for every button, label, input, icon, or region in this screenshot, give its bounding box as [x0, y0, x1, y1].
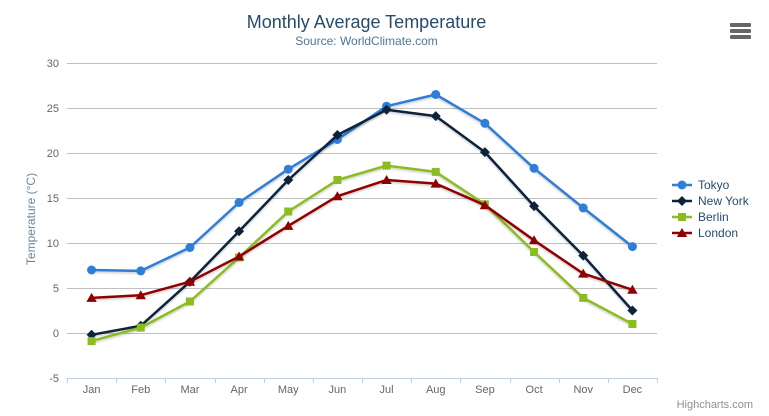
triangle-marker[interactable]	[332, 191, 343, 201]
triangle-marker[interactable]	[283, 220, 294, 230]
x-axis-label: Jan	[83, 384, 101, 396]
square-marker[interactable]	[431, 167, 440, 176]
x-axis	[66, 378, 658, 383]
diamond-marker[interactable]	[627, 305, 638, 316]
circle-marker[interactable]	[480, 118, 490, 128]
x-axis-label: Jul	[380, 384, 394, 396]
legend-label: New York	[698, 194, 749, 208]
series-new-york[interactable]	[86, 104, 638, 340]
diamond-marker	[677, 196, 687, 206]
triangle-marker[interactable]	[528, 235, 540, 245]
x-axis-label: Aug	[426, 384, 446, 396]
legend-label: Berlin	[698, 210, 729, 224]
triangle-marker[interactable]	[381, 175, 392, 184]
legend-label: London	[698, 226, 739, 240]
diamond-marker[interactable]	[578, 250, 589, 261]
diamond-marker[interactable]	[381, 104, 392, 115]
square-marker	[678, 213, 686, 221]
y-axis-label: -5	[49, 373, 59, 385]
legend-item-berlin[interactable]: Berlin	[671, 209, 749, 225]
circle-marker[interactable]	[136, 266, 146, 276]
circle-marker[interactable]	[185, 243, 195, 252]
square-marker[interactable]	[382, 161, 391, 170]
square-marker[interactable]	[530, 248, 539, 256]
series-london[interactable]	[86, 175, 638, 302]
diamond-marker[interactable]	[430, 111, 441, 122]
circle-marker[interactable]	[529, 163, 539, 173]
y-axis-label: 30	[47, 58, 59, 70]
triangle-marker[interactable]	[135, 290, 146, 300]
y-axis-label: 5	[53, 283, 59, 295]
x-axis-label: Apr	[231, 384, 248, 396]
hamburger-menu-icon[interactable]	[728, 21, 753, 41]
chart-subtitle: Source: WorldClimate.com	[295, 34, 438, 48]
y-axis-label: 20	[47, 148, 59, 160]
chart-title: Monthly Average Temperature	[246, 12, 487, 32]
x-axis-label: Dec	[623, 384, 643, 396]
y-axis-label: 15	[47, 193, 59, 205]
y-axis-label: 25	[47, 103, 59, 115]
diamond-marker[interactable]	[283, 175, 294, 185]
x-axis-labels: Jan Feb Mar Apr May Jun Jul Aug Sep Oct Nov Dec	[83, 384, 643, 396]
circle-marker[interactable]	[578, 203, 588, 213]
x-axis-label: Sep	[475, 384, 495, 396]
circle-marker[interactable]	[627, 242, 637, 252]
diamond-marker[interactable]	[529, 201, 540, 212]
hamburger-bar	[730, 35, 751, 39]
square-marker[interactable]	[136, 323, 145, 332]
series-tokyo[interactable]	[87, 90, 637, 276]
circle-marker[interactable]	[283, 164, 293, 174]
hamburger-bar	[730, 23, 751, 27]
triangle-marker[interactable]	[578, 268, 589, 278]
diamond-marker[interactable]	[332, 130, 343, 140]
diamond-marker[interactable]	[479, 147, 490, 158]
square-marker[interactable]	[87, 337, 96, 346]
x-axis-label: Nov	[573, 384, 593, 396]
y-axis-label: 10	[47, 238, 59, 250]
triangle-marker[interactable]	[86, 292, 97, 302]
legend-item-tokyo[interactable]: Tokyo	[671, 177, 749, 193]
gridlines	[67, 63, 657, 379]
triangle-marker[interactable]	[430, 178, 441, 188]
y-axis-labels: -5 0 5 10 15 20 25 30	[47, 58, 59, 385]
legend-label: Tokyo	[698, 178, 730, 192]
triangle-marker[interactable]	[233, 251, 245, 261]
triangle-marker[interactable]	[627, 284, 638, 294]
legend-marker-triangle	[672, 228, 692, 237]
legend-item-new-york[interactable]: New York	[671, 193, 749, 209]
circle-marker[interactable]	[234, 198, 244, 207]
triangle-marker[interactable]	[184, 276, 196, 286]
square-marker[interactable]	[628, 320, 637, 328]
legend-marker-diamond	[672, 196, 692, 206]
square-marker[interactable]	[333, 176, 342, 184]
x-axis-label: Feb	[131, 384, 150, 396]
x-axis-label: Mar	[180, 384, 199, 396]
square-marker[interactable]	[185, 297, 194, 306]
triangle-marker[interactable]	[479, 200, 491, 210]
triangle-marker	[676, 228, 688, 237]
legend: Tokyo New York Berlin London	[671, 177, 749, 241]
hamburger-bar	[730, 29, 751, 33]
legend-marker-circle	[672, 180, 692, 190]
diamond-marker[interactable]	[234, 226, 245, 237]
y-axis-label: 0	[53, 328, 59, 340]
credits-link[interactable]: Highcharts.com	[676, 399, 753, 411]
square-marker[interactable]	[284, 207, 293, 216]
legend-marker-square	[672, 213, 692, 221]
circle-marker	[677, 180, 687, 190]
x-axis-label: Oct	[526, 384, 543, 396]
square-marker[interactable]	[579, 293, 588, 302]
legend-item-london[interactable]: London	[671, 225, 749, 241]
x-axis-label: Jun	[329, 384, 347, 396]
circle-marker[interactable]	[431, 90, 441, 99]
circle-marker[interactable]	[87, 265, 97, 275]
x-axis-label: May	[278, 384, 299, 396]
